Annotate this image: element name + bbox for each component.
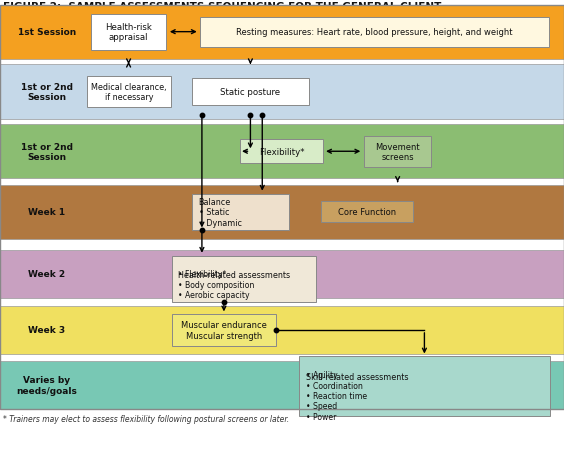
Text: • Flexibility*
• Body composition
• Aerobic capacity: • Flexibility* • Body composition • Aero… <box>178 270 254 299</box>
Bar <box>172 315 276 346</box>
Bar <box>0 306 564 354</box>
Text: Resting measures: Heart rate, blood pressure, height, and weight: Resting measures: Heart rate, blood pres… <box>236 28 513 37</box>
Bar <box>321 202 413 223</box>
Text: Balance
• Static
• Dynamic: Balance • Static • Dynamic <box>199 198 241 227</box>
Bar <box>0 361 564 409</box>
Text: Skill-related assessments: Skill-related assessments <box>306 372 408 381</box>
Text: • Agility
• Coordination
• Reaction time
• Speed
• Power: • Agility • Coordination • Reaction time… <box>306 370 367 421</box>
Bar <box>87 77 171 108</box>
Bar <box>240 140 323 164</box>
Bar <box>192 194 289 231</box>
Bar <box>172 256 316 302</box>
Bar <box>0 250 564 298</box>
Bar <box>0 6 564 60</box>
Text: Core Function: Core Function <box>338 208 396 217</box>
Text: Varies by
needs/goals: Varies by needs/goals <box>16 375 77 395</box>
Text: Health-risk
appraisal: Health-risk appraisal <box>105 23 152 42</box>
Text: Week 3: Week 3 <box>28 326 65 335</box>
Text: Static posture: Static posture <box>221 88 280 97</box>
Text: Medical clearance,
if necessary: Medical clearance, if necessary <box>91 83 167 102</box>
Text: Movement
screens: Movement screens <box>375 142 420 162</box>
Text: FIGURE 2:  SAMPLE ASSESSMENTS SEQUENCING FOR THE GENERAL CLIENT: FIGURE 2: SAMPLE ASSESSMENTS SEQUENCING … <box>3 1 441 11</box>
Bar <box>364 137 431 168</box>
Bar <box>0 65 564 119</box>
Text: Muscular endurance
Muscular strength: Muscular endurance Muscular strength <box>181 320 267 340</box>
Bar <box>91 15 166 51</box>
Text: Flexibility*: Flexibility* <box>259 147 304 157</box>
Bar <box>200 18 549 48</box>
Text: 1st Session: 1st Session <box>17 28 76 37</box>
Text: 1st or 2nd
Session: 1st or 2nd Session <box>21 142 73 162</box>
Bar <box>299 357 550 416</box>
Text: Week 1: Week 1 <box>28 208 65 217</box>
Bar <box>0 125 564 179</box>
Text: Week 2: Week 2 <box>28 270 65 279</box>
Text: 1st or 2nd
Session: 1st or 2nd Session <box>21 83 73 102</box>
Bar <box>192 78 309 106</box>
Text: Health-related assessments: Health-related assessments <box>178 270 290 279</box>
Bar <box>0 6 564 409</box>
Text: * Trainers may elect to assess flexibility following postural screens or later.: * Trainers may elect to assess flexibili… <box>3 414 289 423</box>
Bar <box>0 185 564 240</box>
